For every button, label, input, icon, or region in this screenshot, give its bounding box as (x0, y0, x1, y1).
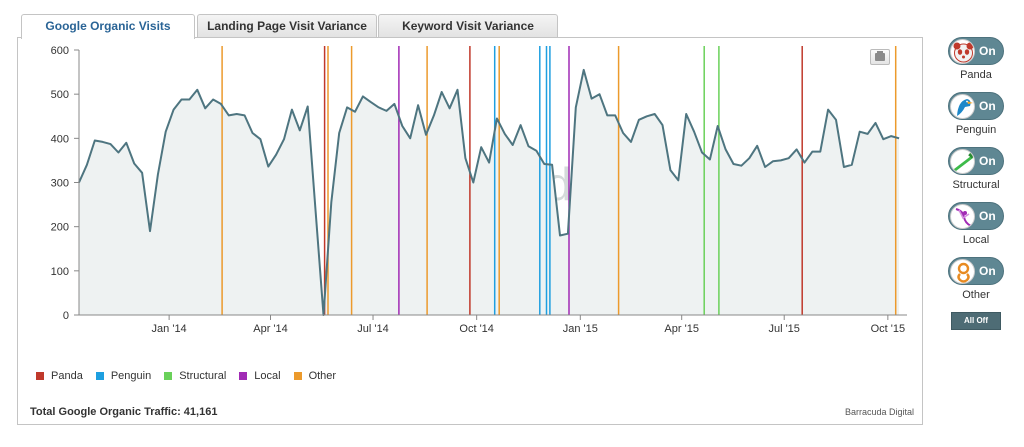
toggle-label: Panda (960, 69, 992, 81)
toggle-local: On Local (942, 199, 1018, 254)
local-toggle-switch[interactable]: On (948, 202, 1004, 230)
traffic-area (79, 69, 900, 316)
legend-swatch (239, 372, 248, 380)
y-tick-label: 200 (51, 222, 69, 234)
toggle-structural: On Structural (942, 144, 1018, 199)
y-tick-label: 100 (51, 266, 69, 278)
y-tick-label: 400 (51, 133, 69, 145)
tab-keyword-visit-variance[interactable]: Keyword Visit Variance (378, 14, 558, 38)
toggle-state: On (979, 154, 996, 168)
toggle-label: Local (962, 234, 990, 246)
tab-landing-page-visit-variance[interactable]: Landing Page Visit Variance (197, 14, 377, 38)
other-toggle-switch[interactable]: On (948, 257, 1004, 285)
x-tick-label: Apr '15 (664, 323, 699, 335)
local-icon (950, 204, 975, 229)
toggle-label: Structural (952, 179, 1000, 191)
penguin-toggle-switch[interactable]: On (948, 92, 1004, 120)
legend-item-panda: Panda (36, 370, 83, 382)
print-button[interactable] (870, 49, 890, 65)
other-icon (950, 259, 975, 284)
structural-toggle-switch[interactable]: On (948, 147, 1004, 175)
printer-icon (875, 51, 885, 61)
y-tick-label: 300 (51, 178, 69, 190)
legend-label: Other (308, 370, 337, 382)
legend-swatch (95, 372, 104, 380)
legend-item-local: Local (239, 370, 281, 382)
panda-toggle-switch[interactable]: On (948, 37, 1004, 65)
y-tick-label: 600 (51, 45, 69, 57)
y-tick-label: 0 (63, 310, 69, 322)
panda-icon (950, 39, 975, 64)
x-tick-label: Oct '14 (459, 323, 494, 335)
y-tick-label: 500 (51, 89, 69, 101)
algorithm-toggle-panel: On Panda On Penguin On Structural On Local On Oth… (942, 34, 1018, 330)
legend-swatch (164, 372, 173, 380)
toggle-penguin: On Penguin (942, 89, 1018, 144)
traffic-line (78, 68, 900, 316)
all-off-button[interactable]: All Off (951, 312, 1001, 330)
legend-label: Structural (179, 370, 227, 382)
toggle-label: Other (962, 289, 990, 301)
legend-swatch (293, 372, 302, 380)
legend-label: Penguin (110, 370, 152, 382)
toggle-panda: On Panda (942, 34, 1018, 89)
chart-credit: Barracuda Digital (844, 407, 914, 417)
x-tick-label: Apr '14 (253, 323, 288, 335)
legend-item-structural: Structural (164, 370, 226, 382)
x-tick-label: Jan '14 (152, 323, 187, 335)
x-tick-label: Jul '15 (768, 323, 799, 335)
chart-legend: Panda Penguin Structural Local Other (36, 370, 349, 382)
toggle-state: On (979, 209, 996, 223)
legend-item-other: Other (293, 370, 337, 382)
legend-swatch (36, 372, 44, 380)
legend-label: Panda (51, 370, 83, 382)
toggle-state: On (979, 44, 996, 58)
toggle-state: On (979, 99, 996, 113)
toggle-state: On (979, 264, 996, 278)
legend-item-penguin: Penguin (95, 370, 152, 382)
total-traffic: Total Google Organic Traffic: 41,161 (30, 406, 218, 418)
toggle-label: Penguin (955, 124, 997, 136)
tab-google-organic-visits[interactable]: Google Organic Visits (21, 14, 195, 39)
penguin-icon (950, 94, 975, 119)
legend-label: Local (254, 370, 281, 382)
x-tick-label: Oct '15 (871, 323, 906, 335)
toggle-other: On Other (942, 254, 1018, 309)
x-tick-label: Jan '15 (563, 323, 598, 335)
x-tick-label: Jul '14 (357, 323, 388, 335)
structural-icon (950, 149, 975, 174)
